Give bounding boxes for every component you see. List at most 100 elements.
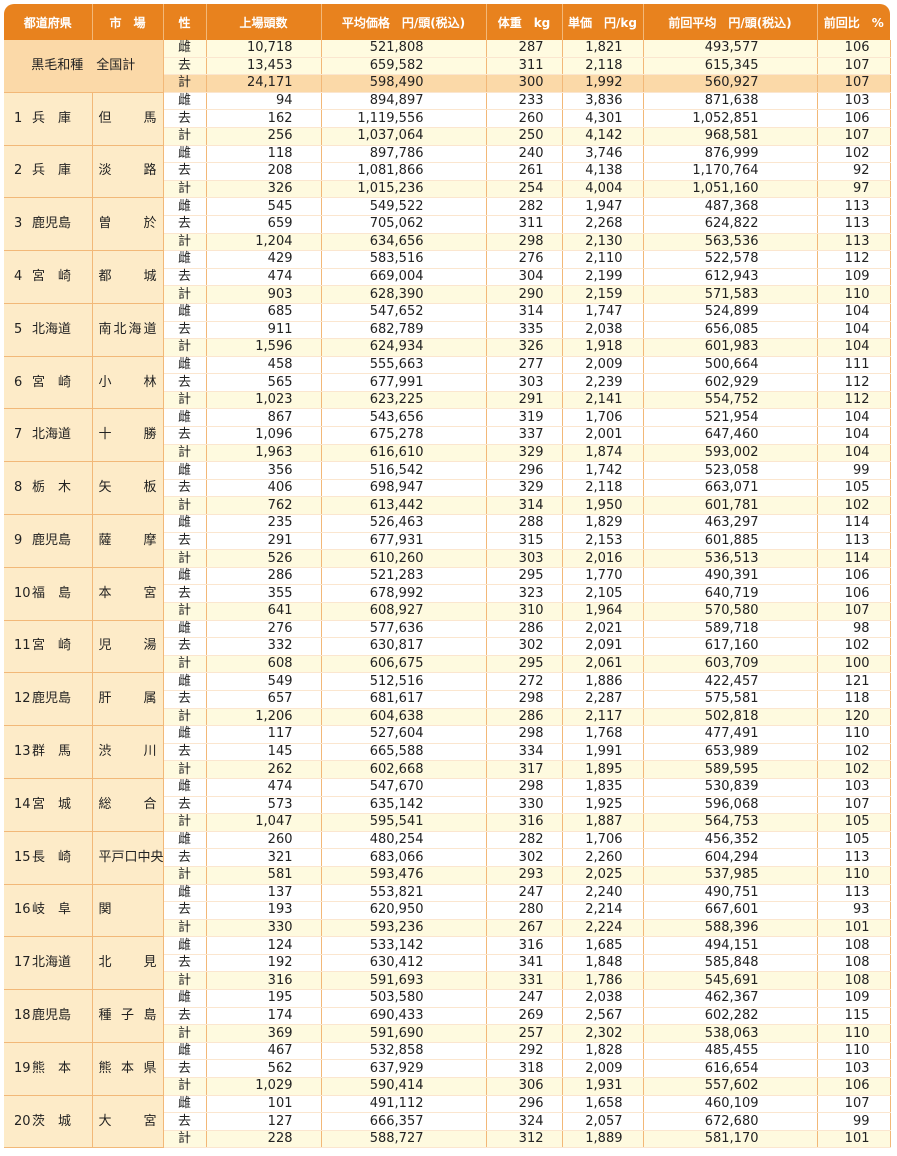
- rank-number: 7: [14, 427, 23, 443]
- table-row: 16岐 阜関雌 137 553,821 247 2,240 490,751 113: [4, 884, 891, 938]
- market-name: 本宮: [92, 567, 164, 621]
- sex-cell: 計: [163, 919, 207, 938]
- avg-price-cell: 503,580: [321, 989, 487, 1008]
- prev-ratio-cell: 112: [817, 373, 891, 392]
- head-count-cell: 162: [206, 109, 322, 128]
- weight-cell: 302: [486, 848, 563, 867]
- prefecture-name: 宮 城: [32, 796, 72, 812]
- unit-price-cell: 2,287: [562, 690, 644, 709]
- sex-cell: 雌: [163, 40, 207, 58]
- prev-avg-cell: 463,297: [643, 514, 818, 533]
- avg-price-cell: 628,390: [321, 285, 487, 304]
- head-count-cell: 1,047: [206, 813, 322, 832]
- table-row: 2 兵 庫 淡路雌 118 897,786 240 3,746 876,999 102: [4, 145, 891, 199]
- prev-ratio-cell: 113: [817, 197, 891, 216]
- unit-price-cell: 1,848: [562, 954, 644, 973]
- avg-price-cell: 630,817: [321, 637, 487, 656]
- head-count-cell: 762: [206, 496, 322, 516]
- avg-price-cell: 1,015,236: [321, 180, 487, 199]
- prev-ratio-cell: 112: [817, 391, 891, 410]
- avg-price-cell: 591,693: [321, 971, 487, 991]
- rank-number: 10: [14, 585, 31, 601]
- prev-avg-cell: 624,822: [643, 215, 818, 234]
- head-count-cell: 124: [206, 936, 322, 955]
- table-row: 8 栃 木 矢板雌 356 516,542 296 1,742 523,058 99: [4, 461, 891, 516]
- sex-cell: 去: [163, 1112, 207, 1131]
- header-weight: 体重 kg: [486, 4, 563, 40]
- weight-cell: 323: [486, 584, 563, 603]
- unit-price-cell: 2,016: [562, 549, 644, 568]
- prev-avg-cell: 602,929: [643, 373, 818, 392]
- table-row: 去 162 1,119,556 260 4,301 1,052,851 106: [4, 109, 891, 128]
- prev-avg-cell: 585,848: [643, 954, 818, 973]
- unit-price-cell: 2,009: [562, 1059, 644, 1079]
- prev-ratio-cell: 114: [817, 549, 891, 568]
- sex-cell: 雌: [163, 197, 207, 216]
- head-count-cell: 332: [206, 637, 322, 656]
- head-count-cell: 911: [206, 321, 322, 340]
- prev-avg-cell: 1,051,160: [643, 180, 818, 199]
- head-count-cell: 117: [206, 725, 322, 744]
- prefecture-cell: 16岐 阜: [4, 884, 93, 938]
- head-count-cell: 429: [206, 250, 322, 269]
- avg-price-cell: 894,897: [321, 92, 487, 111]
- weight-cell: 311: [486, 57, 563, 76]
- table-row: 計 1,596 624,934 326 1,918 601,983 104: [4, 338, 891, 357]
- avg-price-cell: 547,652: [321, 303, 487, 322]
- head-count-cell: 581: [206, 866, 322, 885]
- unit-price-cell: 2,567: [562, 1007, 644, 1026]
- sex-cell: 雌: [163, 831, 207, 850]
- prev-ratio-cell: 110: [817, 285, 891, 304]
- prev-ratio-cell: 98: [817, 620, 891, 639]
- prev-ratio-cell: 107: [817, 602, 891, 621]
- sex-cell: 計: [163, 813, 207, 832]
- sex-cell: 去: [163, 162, 207, 181]
- table-row: 計 762 613,442 314 1,950 601,781 102: [4, 496, 891, 516]
- avg-price-cell: 690,433: [321, 1007, 487, 1026]
- unit-price-cell: 2,091: [562, 637, 644, 656]
- table-row: 4 宮 崎 都城雌 429 583,516 276 2,110 522,578 112: [4, 250, 891, 304]
- rank-number: 5: [14, 321, 23, 337]
- weight-cell: 247: [486, 989, 563, 1008]
- head-count-cell: 101: [206, 1095, 322, 1114]
- unit-price-cell: 2,110: [562, 250, 644, 269]
- prev-ratio-cell: 103: [817, 778, 891, 797]
- table-row: 7 北海道 十勝雌 867 543,656 319 1,706 521,954 104: [4, 408, 891, 463]
- sex-cell: 去: [163, 901, 207, 920]
- prev-avg-cell: 617,160: [643, 637, 818, 656]
- prev-ratio-cell: 109: [817, 268, 891, 287]
- prev-avg-cell: 522,578: [643, 250, 818, 269]
- prefecture-cell: 2 兵 庫: [4, 145, 93, 199]
- prev-avg-cell: 500,664: [643, 356, 818, 375]
- prev-ratio-cell: 102: [817, 637, 891, 656]
- unit-price-cell: 1,931: [562, 1077, 644, 1096]
- prev-avg-cell: 604,294: [643, 848, 818, 867]
- prefecture-cell: 4 宮 崎: [4, 250, 93, 304]
- prefecture-name: 栃 木: [32, 480, 72, 496]
- table-row: 去 321 683,066 302 2,260 604,294 113: [4, 848, 891, 867]
- unit-price-cell: 2,117: [562, 708, 644, 727]
- weight-cell: 298: [486, 233, 563, 252]
- prev-avg-cell: 422,457: [643, 672, 818, 691]
- unit-price-cell: 2,105: [562, 584, 644, 603]
- avg-price-cell: 532,858: [321, 1042, 487, 1061]
- weight-cell: 311: [486, 215, 563, 234]
- sex-cell: 雌: [163, 672, 207, 691]
- market-name: 大宮: [92, 1095, 164, 1149]
- table-row: 計 1,963 616,610 329 1,874 593,002 104: [4, 444, 891, 463]
- table-row: 6 宮 崎 小林雌 458 555,663 277 2,009 500,664 111: [4, 356, 891, 410]
- table-row: 計 608 606,675 295 2,061 603,709 100: [4, 655, 891, 674]
- prev-avg-cell: 521,954: [643, 408, 818, 428]
- prefecture-cell: 1 兵 庫: [4, 92, 93, 146]
- weight-cell: 296: [486, 1095, 563, 1114]
- prefecture-name: 長 崎: [32, 849, 72, 865]
- header-avg-price: 平均価格 円/頭(税込): [321, 4, 487, 40]
- avg-price-cell: 521,808: [321, 40, 487, 58]
- table-row: 去 193 620,950 280 2,214 667,601 93: [4, 901, 891, 920]
- avg-price-cell: 659,582: [321, 57, 487, 76]
- prev-ratio-cell: 101: [817, 919, 891, 938]
- avg-price-cell: 1,081,866: [321, 162, 487, 181]
- sex-cell: 去: [163, 268, 207, 287]
- prefecture-cell: 17北海道: [4, 936, 93, 991]
- rank-number: 14: [14, 796, 31, 812]
